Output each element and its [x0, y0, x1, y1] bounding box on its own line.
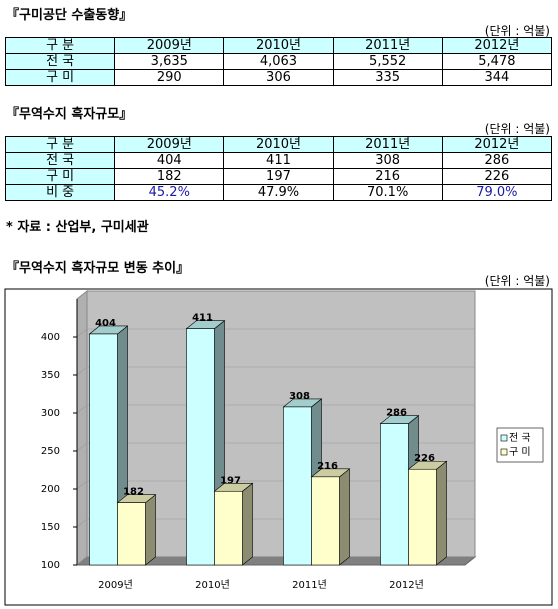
grid-line	[76, 328, 475, 338]
header-cell: 구 분	[4, 37, 116, 54]
row-header: 비 중	[4, 184, 116, 201]
data-label: 411	[192, 313, 213, 324]
bar-side	[339, 468, 350, 566]
row-header: 구 미	[4, 69, 116, 86]
header-cell: 2010년	[223, 37, 334, 54]
data-label: 182	[123, 487, 144, 498]
section-title: 『무역수지 흑자규모 변동 추이』	[6, 261, 190, 276]
grid-line	[76, 404, 475, 414]
data-label: 197	[220, 475, 241, 486]
data-label: 286	[386, 408, 407, 419]
bar-side	[145, 494, 156, 566]
header-cell: 2012년	[441, 37, 553, 54]
unit-label: (단위 : 억불)	[484, 122, 550, 136]
side-wall	[76, 289, 88, 567]
unit-label: (단위 : 억불)	[484, 274, 550, 288]
header-cell: 2009년	[114, 136, 225, 153]
data-label: 404	[95, 318, 116, 329]
bar	[408, 468, 437, 566]
legend-swatch	[500, 448, 508, 456]
y-tick-label: 400	[41, 332, 60, 343]
header-cell: 2011년	[332, 136, 443, 153]
bar	[380, 423, 409, 566]
grid-line	[76, 366, 475, 376]
table-cell: 404	[114, 152, 225, 169]
table-cell: 344	[441, 69, 553, 86]
y-tick-label: 150	[41, 522, 60, 533]
table-cell: 290	[114, 69, 225, 86]
table-cell: 335	[332, 69, 443, 86]
x-tick-label: 2009년	[98, 579, 133, 591]
grid-line	[76, 442, 475, 452]
data-label: 216	[317, 461, 338, 472]
source-note: * 자료 : 산업부, 구미세관	[6, 220, 149, 235]
surplus-table: 구 분 2009년 2010년 2011년 2012년 전 국 404 411 308 286 구 …	[4, 136, 553, 201]
x-tick-label: 2012년	[389, 579, 424, 591]
row-header: 전 국	[4, 53, 116, 70]
table-cell: 306	[223, 69, 334, 86]
table-cell: 5,552	[332, 53, 443, 70]
row-header: 구 미	[4, 168, 116, 185]
legend-label: 전 국	[509, 432, 531, 444]
table-cell: 47.9%	[223, 184, 334, 201]
y-tick-label: 350	[41, 370, 60, 381]
header-cell: 2009년	[114, 37, 225, 54]
bar	[89, 333, 118, 566]
table-row: 구 미 290 306 335 344	[4, 69, 553, 86]
bar	[214, 490, 243, 566]
table-cell: 70.1%	[332, 184, 443, 201]
header-cell: 2012년	[441, 136, 553, 153]
unit-label: (단위 : 억불)	[484, 24, 550, 38]
table-cell: 79.0%	[441, 184, 553, 201]
bar	[311, 476, 340, 566]
y-tick-label: 250	[41, 446, 60, 457]
legend-box	[496, 427, 544, 463]
header-row: 구 분 2009년 2010년 2011년 2012년	[4, 37, 553, 54]
x-tick-label: 2011년	[292, 579, 327, 591]
bar	[117, 502, 146, 566]
y-tick-label: 100	[41, 560, 60, 571]
bar	[283, 406, 312, 566]
section-title: 『구미공단 수출동향』	[6, 8, 133, 23]
y-tick-label: 300	[41, 408, 60, 419]
table-row: 전 국 404 411 308 286	[4, 152, 553, 169]
x-tick-label: 2010년	[195, 579, 230, 591]
bar-side	[242, 482, 253, 566]
header-row: 구 분 2009년 2010년 2011년 2012년	[4, 136, 553, 153]
table-row: 비 중 45.2% 47.9% 70.1% 79.0%	[4, 184, 553, 201]
section-title: 『무역수지 흑자규모』	[6, 107, 133, 122]
table-cell: 226	[441, 168, 553, 185]
data-label: 226	[414, 453, 435, 464]
y-tick-label: 200	[41, 484, 60, 495]
legend-swatch	[500, 434, 508, 442]
legend-label: 구 미	[509, 446, 531, 458]
bar-side	[436, 460, 447, 566]
bar	[186, 328, 215, 566]
table-cell: 197	[223, 168, 334, 185]
data-label: 308	[289, 391, 310, 402]
export-table: 구 분 2009년 2010년 2011년 2012년 전 국 3,635 4,063 5,55…	[4, 37, 553, 86]
table-cell: 45.2%	[114, 184, 225, 201]
